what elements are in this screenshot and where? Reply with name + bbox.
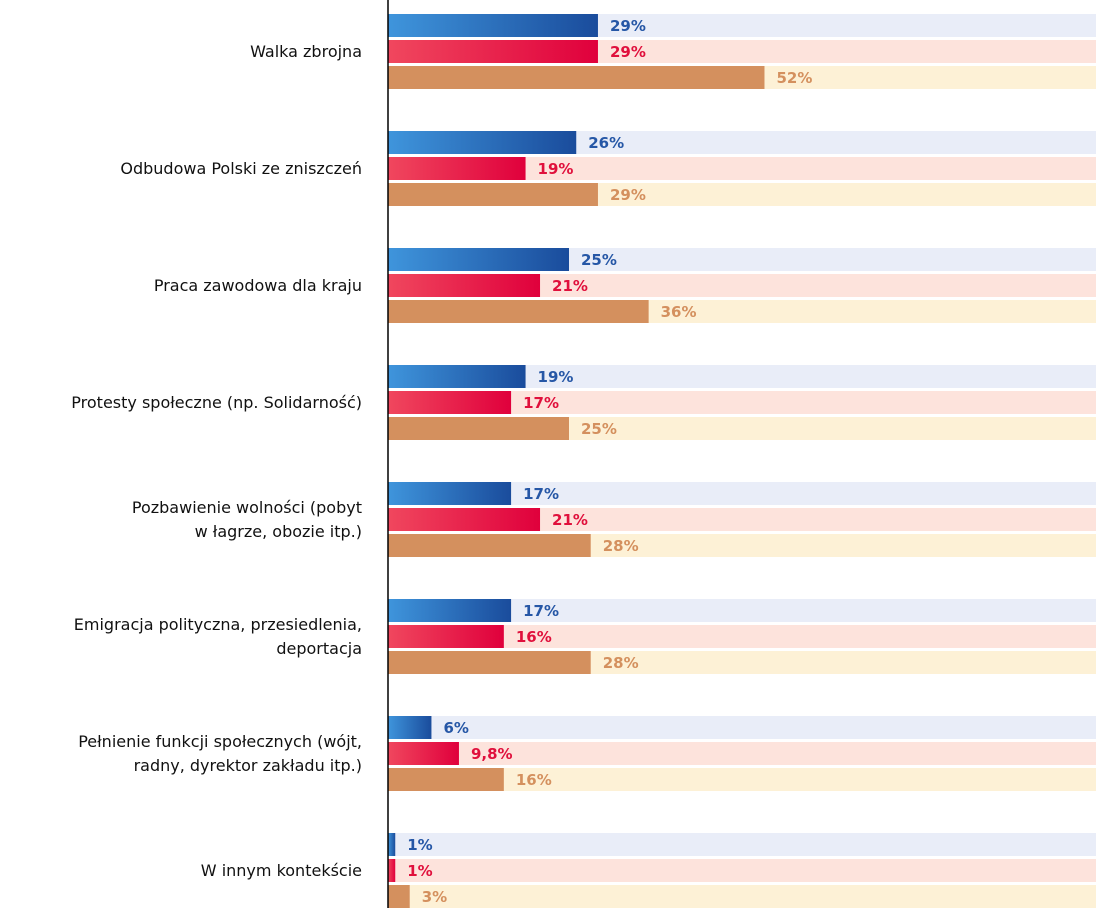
value-label: 1% [407,836,432,854]
category-label: Walka zbrojna [250,41,362,61]
value-label: 26% [588,134,624,152]
value-label: 19% [538,160,574,178]
value-label: 52% [776,69,812,87]
value-label: 29% [610,17,646,35]
value-label: 28% [603,654,639,672]
bar [388,131,577,154]
bar [388,274,541,297]
bar [388,833,396,856]
bar [388,651,591,674]
bar [388,157,526,180]
bar [388,534,591,557]
value-label: 21% [552,277,588,295]
category-label: Pełnienie funkcji społecznych (wójt, rad… [78,731,362,775]
bar [388,391,512,414]
category-label: Odbudowa Polski ze zniszczeń [120,158,362,178]
value-label: 19% [538,368,574,386]
category-label: Emigracja polityczna, przesiedlenia, dep… [73,614,362,658]
value-label: 25% [581,420,617,438]
bar-track [388,482,1096,505]
bar-track [388,716,1096,739]
bar-track [388,599,1096,622]
bar-track [388,742,1096,765]
bar-track [388,833,1096,856]
value-label: 28% [603,537,639,555]
value-label: 6% [443,719,468,737]
bar-track [388,885,1096,908]
bar-track [388,157,1096,180]
value-label: 17% [523,602,559,620]
bar [388,66,765,89]
value-label: 16% [516,628,552,646]
bar [388,365,526,388]
bar [388,716,432,739]
bar [388,885,410,908]
value-label: 29% [610,43,646,61]
bar-track [388,768,1096,791]
bar [388,599,512,622]
bar [388,248,569,271]
value-label: 36% [661,303,697,321]
bar-track [388,625,1096,648]
value-label: 16% [516,771,552,789]
value-label: 17% [523,394,559,412]
bar [388,859,396,882]
value-label: 17% [523,485,559,503]
value-label: 25% [581,251,617,269]
bar [388,40,598,63]
category-label: W innym kontekście [200,860,362,880]
bar [388,768,504,791]
value-label: 21% [552,511,588,529]
category-label: Praca zawodowa dla kraju [153,275,362,295]
bar [388,742,459,765]
bar [388,482,512,505]
bar [388,625,504,648]
category-label: Pozbawienie wolności (pobyt w łagrze, ob… [131,497,362,541]
value-label: 3% [422,888,447,906]
value-label: 1% [407,862,432,880]
bar-track [388,274,1096,297]
bar [388,14,598,37]
bar-track [388,365,1096,388]
bar [388,508,541,531]
bar-track [388,859,1096,882]
value-label: 9,8% [471,745,513,763]
bar [388,183,598,206]
bar [388,417,569,440]
bar [388,300,649,323]
bar-track [388,508,1096,531]
category-label: Protesty społeczne (np. Solidarność) [71,392,362,412]
bar-track [388,391,1096,414]
value-label: 29% [610,186,646,204]
